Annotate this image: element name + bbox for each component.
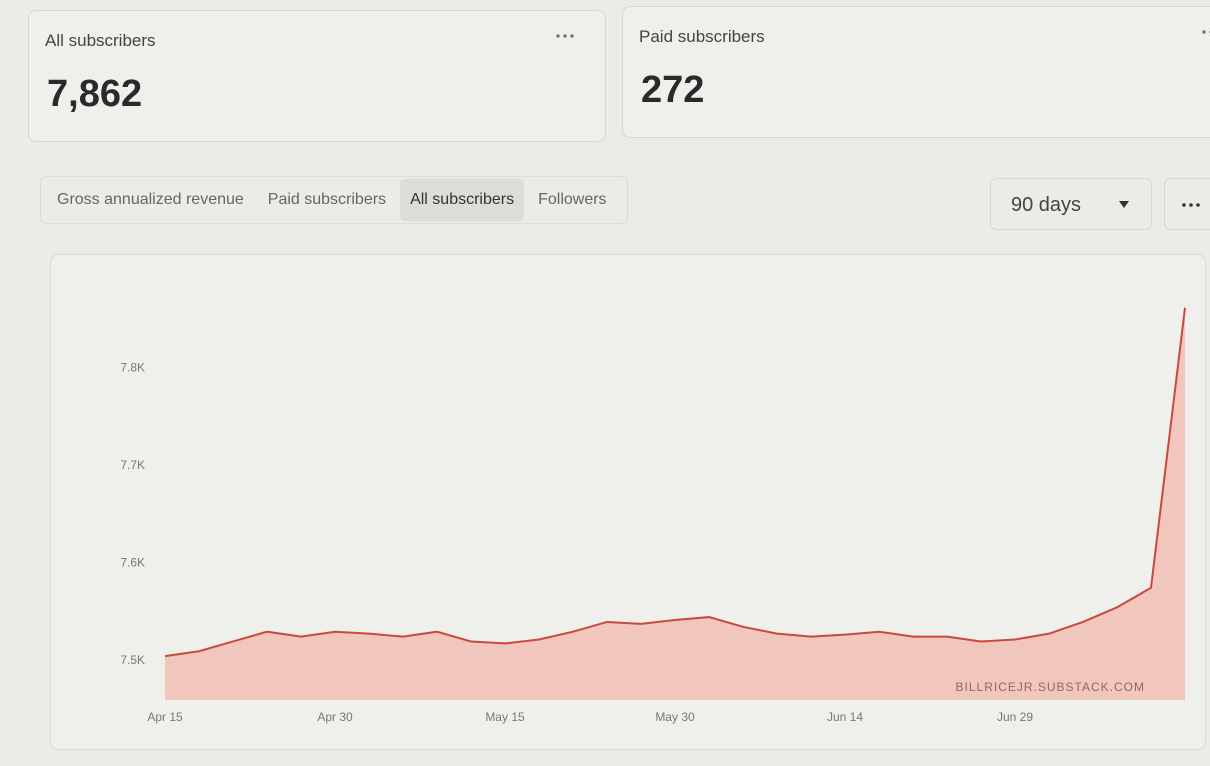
x-tick-label: May 15 — [485, 710, 525, 724]
tab[interactable]: All subscribers — [400, 179, 525, 221]
area — [165, 307, 1185, 700]
x-tick-label: Jun 29 — [997, 710, 1033, 724]
caret — [1119, 201, 1129, 208]
card-value: 272 — [641, 69, 705, 111]
menu-icon — [1182, 203, 1200, 207]
card[interactable]: All subscribers 7,862 — [28, 10, 606, 142]
x-tick-label: May 30 — [655, 710, 695, 724]
x-tick-label: Apr 30 — [317, 710, 353, 724]
chart: 7.5K 7.6K 7.7K 7.8K Apr 15 Apr 30 May 15 May 30… — [50, 254, 1206, 750]
range-label: 90 days — [1011, 194, 1082, 216]
y-tick-label: 7.5K — [120, 653, 145, 667]
card-value: 7,862 — [47, 73, 143, 115]
card-label: All subscribers — [45, 31, 156, 50]
more-button[interactable] — [1164, 178, 1210, 230]
x-tick-label: Jun 14 — [827, 710, 863, 724]
card-label: Paid subscribers — [639, 27, 765, 46]
tab[interactable]: Followers — [538, 191, 607, 208]
y-tick-label: 7.7K — [120, 458, 145, 472]
chart-frame — [50, 254, 1206, 750]
tab[interactable]: Paid subscribers — [267, 191, 387, 208]
line — [164, 307, 1186, 658]
tab[interactable]: Gross annualized revenue — [57, 191, 244, 208]
menu-icon[interactable] — [1201, 29, 1210, 35]
y-tick-label: 7.8K — [120, 360, 145, 374]
x-tick-label: Apr 15 — [147, 710, 183, 724]
y-tick-label: 7.6K — [120, 556, 145, 570]
tab-bar: Gross annualized revenue Paid subscriber… — [40, 176, 628, 224]
menu-icon[interactable] — [555, 33, 575, 39]
watermark: BILLRICEJR.SUBSTACK.COM — [956, 680, 1145, 694]
card[interactable]: Paid subscribers 272 — [622, 6, 1210, 138]
range-select[interactable]: 90 days — [990, 178, 1152, 230]
